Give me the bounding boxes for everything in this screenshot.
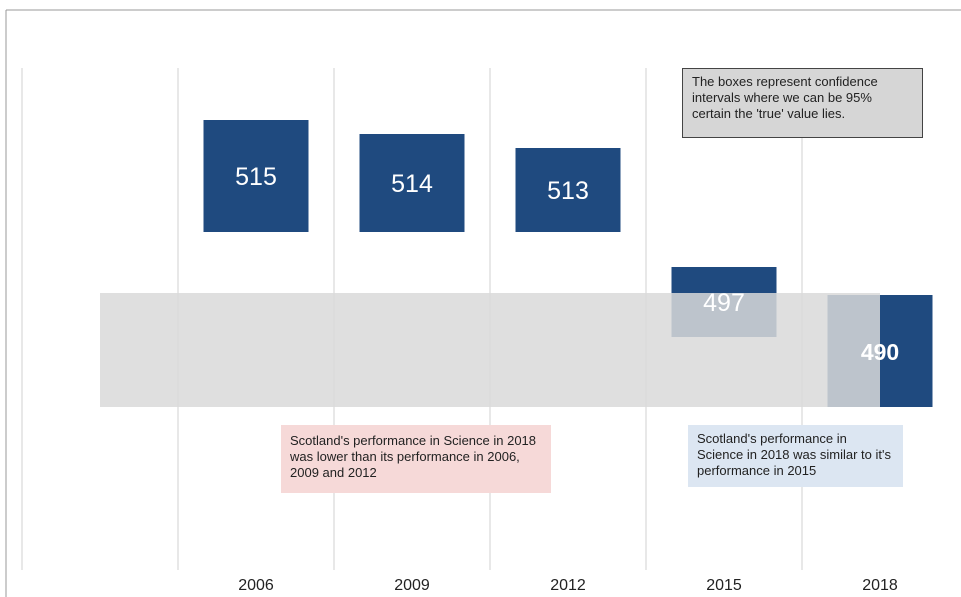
comparison-band (100, 293, 880, 407)
x-tick-label: 2006 (238, 577, 274, 594)
value-label: 497 (703, 289, 745, 317)
interval-box (515, 148, 621, 232)
annotation: The boxes represent confidence intervals… (682, 68, 923, 138)
value-label: 513 (547, 177, 589, 205)
x-tick-label: 2015 (706, 577, 742, 594)
value-label: 490 (861, 339, 899, 365)
x-tick-label: 2012 (550, 577, 586, 594)
value-label: 514 (391, 170, 433, 198)
interval-box (359, 134, 465, 232)
interval-box (203, 120, 309, 232)
annotation: Scotland's performance in Science in 201… (688, 425, 903, 487)
x-tick-label: 2018 (862, 577, 898, 594)
annotation: Scotland's performance in Science in 201… (281, 425, 551, 493)
x-tick-label: 2009 (394, 577, 430, 594)
value-label: 515 (235, 163, 277, 191)
